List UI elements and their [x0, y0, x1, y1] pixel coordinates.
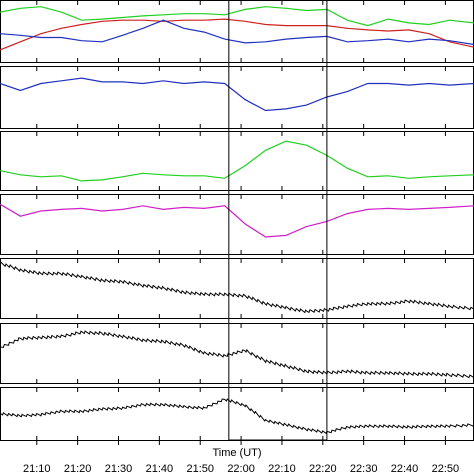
- panel-5: [0, 258, 474, 319]
- x-tick-label: 22:20: [309, 463, 337, 474]
- x-tick-label: 22:40: [391, 463, 419, 474]
- x-tick-label: 22:00: [227, 463, 255, 474]
- highlight-window: [228, 0, 328, 441]
- panel-6: [0, 323, 474, 384]
- event-window-box: [228, 0, 328, 441]
- panel-1-series-1-line: [0, 6, 474, 27]
- panel-6-series-1-line: [0, 330, 474, 379]
- panel-frame: [0, 66, 474, 129]
- panels-layer: [0, 0, 474, 441]
- panel-2-series-1-line: [0, 77, 474, 112]
- time-axis: 21:10 21:20 21:30 21:40 21:50 22:00 22:10 22:20…: [23, 440, 459, 474]
- panel-frame: [0, 387, 474, 441]
- panel-4: [0, 194, 474, 255]
- x-tick-label: 21:50: [186, 463, 214, 474]
- panel-frame: [0, 194, 474, 255]
- x-tick-label: 21:40: [146, 463, 174, 474]
- panel-4-series-1-line: [0, 203, 474, 238]
- x-axis-title: Time (UT): [212, 447, 261, 459]
- panel-frame: [0, 0, 474, 63]
- panel-1-series-2-line: [0, 18, 474, 51]
- panel-frame: [0, 258, 474, 319]
- panel-frame: [0, 131, 474, 191]
- panel-5-series-1-line: [0, 261, 474, 314]
- x-tick-label: 21:10: [23, 463, 51, 474]
- panel-2: [0, 66, 474, 129]
- x-tick-label: 21:20: [64, 463, 92, 474]
- panel-3: [0, 131, 474, 191]
- panel-7: [0, 387, 474, 441]
- x-tick-label: 21:30: [105, 463, 133, 474]
- x-tick-label: 22:10: [268, 463, 296, 474]
- panel-7-series-1-line: [0, 398, 474, 435]
- panel-1: [0, 0, 474, 63]
- panel-1-series-3-line: [0, 19, 474, 46]
- panel-3-series-1-line: [0, 140, 474, 182]
- x-tick-label: 22:50: [432, 463, 460, 474]
- x-tick-label: 22:30: [350, 463, 378, 474]
